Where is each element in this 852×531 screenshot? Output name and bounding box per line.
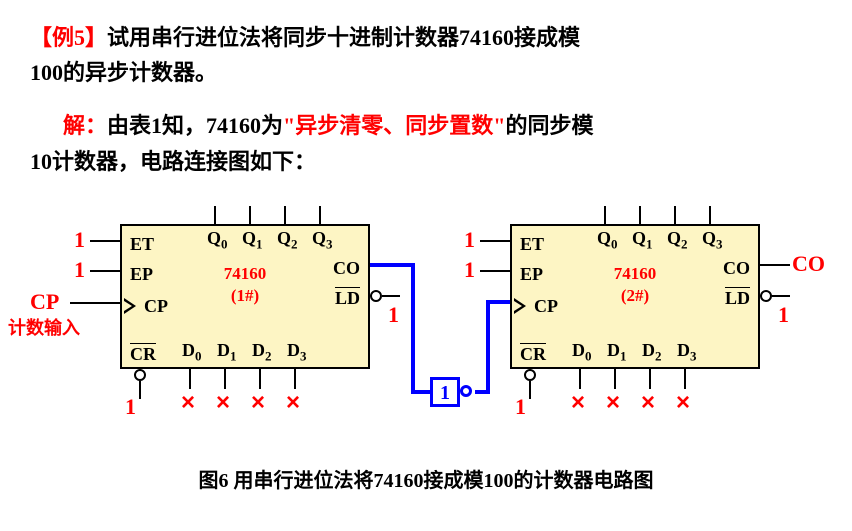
- title-text-1: 试用串行进位法将同步十进制计数器74160接成模: [107, 25, 580, 50]
- x-mark: ×: [571, 389, 585, 417]
- chip-1: Q0 Q1 Q2 Q3 ET EP CP CR D0 D1 D2 D3 CO L…: [120, 224, 370, 369]
- example-tag: 【例5】: [30, 25, 107, 50]
- solution-text-3: 10计数器，电路连接图如下：: [30, 149, 316, 174]
- x-mark: ×: [286, 389, 300, 417]
- x-mark: ×: [216, 389, 230, 417]
- x-mark: ×: [676, 389, 690, 417]
- cr-val-2: 1: [515, 394, 526, 420]
- solution-quoted: "异步清零、同步置数": [283, 113, 505, 138]
- ld-bubble-1: [370, 290, 382, 302]
- ep-val-2: 1: [464, 257, 475, 283]
- inverter-box: 1: [430, 377, 460, 407]
- et-val-2: 1: [464, 227, 475, 253]
- x-mark: ×: [606, 389, 620, 417]
- et-val-1: 1: [74, 227, 85, 253]
- title-text-2: 100的异步计数器。: [30, 60, 217, 85]
- cp-in-label: 计数输入: [8, 314, 80, 340]
- solution-text-1: 由表1知，74160为: [107, 113, 283, 138]
- x-mark: ×: [181, 389, 195, 417]
- ld-val-1: 1: [388, 302, 399, 328]
- blue-wire: [411, 390, 430, 394]
- solution-tag: 解：: [63, 113, 107, 138]
- chip-2-name: 74160: [512, 264, 758, 284]
- title-block: 【例5】试用串行进位法将同步十进制计数器74160接成模 100的异步计数器。: [30, 20, 822, 90]
- solution-text-2: 的同步模: [505, 113, 593, 138]
- ld-val-2: 1: [778, 302, 789, 328]
- solution-block: 解：由表1知，74160为"异步清零、同步置数"的同步模 10计数器，电路连接图…: [30, 108, 822, 178]
- circuit-diagram: Q0 Q1 Q2 Q3 ET EP CP CR D0 D1 D2 D3 CO L…: [30, 194, 822, 454]
- cr-bubble-2: [524, 369, 536, 381]
- chip-2: Q0 Q1 Q2 Q3 ET EP CP CR D0 D1 D2 D3 CO L…: [510, 224, 760, 369]
- cr-val-1: 1: [125, 394, 136, 420]
- blue-wire: [411, 263, 415, 394]
- x-mark: ×: [641, 389, 655, 417]
- blue-wire: [370, 263, 415, 267]
- ld-bubble-2: [760, 290, 772, 302]
- cr-bubble-1: [134, 369, 146, 381]
- blue-wire: [486, 300, 510, 304]
- chip-1-num: (1#): [122, 286, 368, 306]
- blue-wire: [486, 300, 490, 394]
- co-label: CO: [792, 251, 825, 277]
- cp-label: CP: [30, 289, 59, 315]
- inverter-bubble: [460, 385, 472, 397]
- ep-val-1: 1: [74, 257, 85, 283]
- chip-1-name: 74160: [122, 264, 368, 284]
- x-mark: ×: [251, 389, 265, 417]
- chip-2-num: (2#): [512, 286, 758, 306]
- figure-caption: 图6 用串行进位法将74160接成模100的计数器电路图: [30, 464, 822, 493]
